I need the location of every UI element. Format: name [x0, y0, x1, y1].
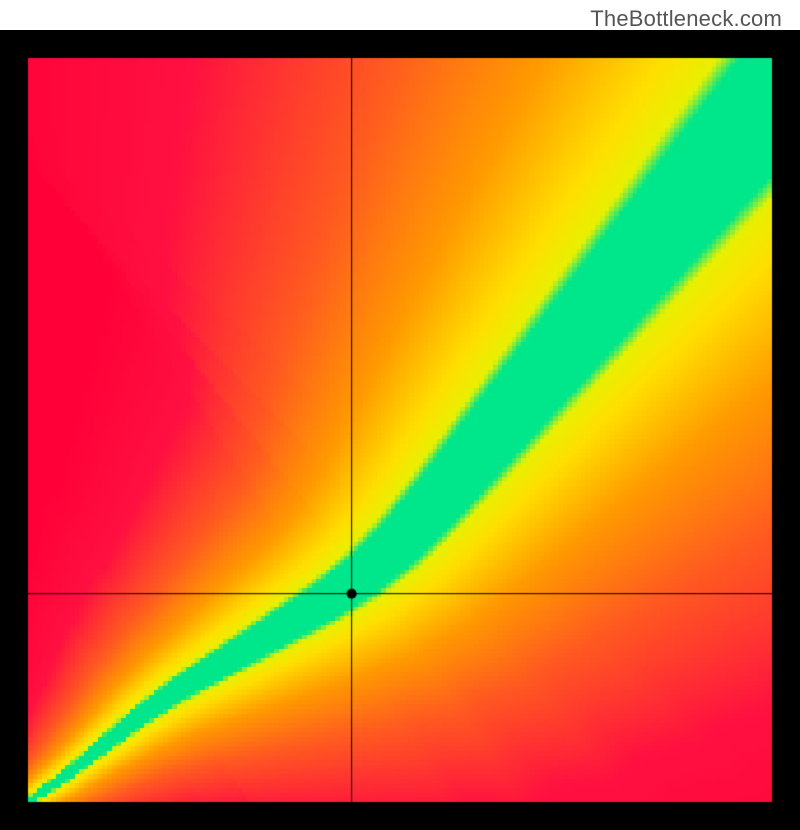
chart-container: TheBottleneck.com: [0, 0, 800, 800]
bottleneck-heatmap: [0, 30, 800, 830]
watermark-text: TheBottleneck.com: [590, 6, 782, 32]
heatmap-canvas: [0, 30, 800, 830]
